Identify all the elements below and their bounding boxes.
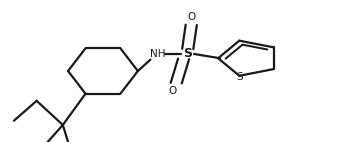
Text: NH: NH xyxy=(150,49,166,59)
Text: O: O xyxy=(188,12,196,22)
Text: S: S xyxy=(236,72,243,82)
Text: O: O xyxy=(168,86,176,96)
Text: S: S xyxy=(183,47,192,60)
